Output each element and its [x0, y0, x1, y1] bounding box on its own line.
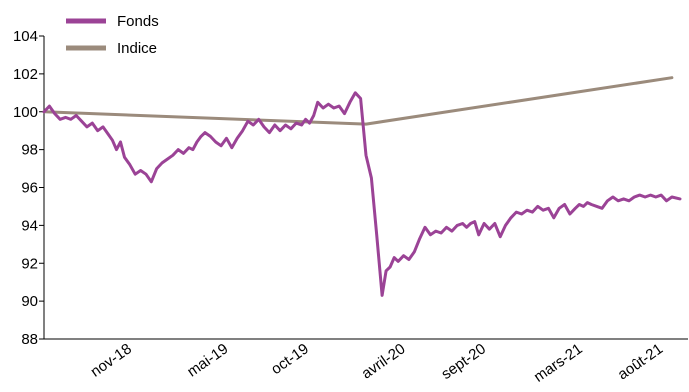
x-tick-label: mars-21: [531, 340, 586, 385]
legend: Fonds Indice: [66, 13, 159, 57]
x-tick-label: nov-18: [88, 340, 135, 380]
y-tick-label: 96: [21, 180, 38, 197]
x-tick-label: oct-19: [268, 340, 312, 378]
x-tick-label: août-21: [615, 340, 666, 383]
y-tick-label: 90: [21, 293, 38, 310]
x-tick-label: mai-19: [184, 340, 231, 380]
y-tick-label: 94: [21, 217, 38, 234]
legend-label-indice: Indice: [117, 40, 157, 57]
x-tick-label: avril-20: [359, 340, 409, 382]
y-tick-label: 102: [13, 66, 38, 83]
x-tick-label: sept-20: [438, 340, 489, 383]
y-tick-label: 88: [21, 331, 38, 348]
y-tick-label: 98: [21, 142, 38, 159]
axes: [43, 36, 688, 340]
y-axis-ticks: 88 90 92 94 96 98 100 102 104: [13, 28, 44, 348]
series-line-indice: [42, 76, 674, 126]
legend-label-fonds: Fonds: [117, 13, 159, 30]
series-layer: [42, 76, 682, 297]
x-axis-ticks: nov-18 mai-19 oct-19 avril-20 sept-20 mars-21…: [88, 340, 667, 385]
y-tick-label: 104: [13, 28, 38, 45]
y-tick-label: 92: [21, 255, 38, 272]
y-tick-label: 100: [13, 104, 38, 121]
series-line-fonds: [42, 91, 682, 297]
